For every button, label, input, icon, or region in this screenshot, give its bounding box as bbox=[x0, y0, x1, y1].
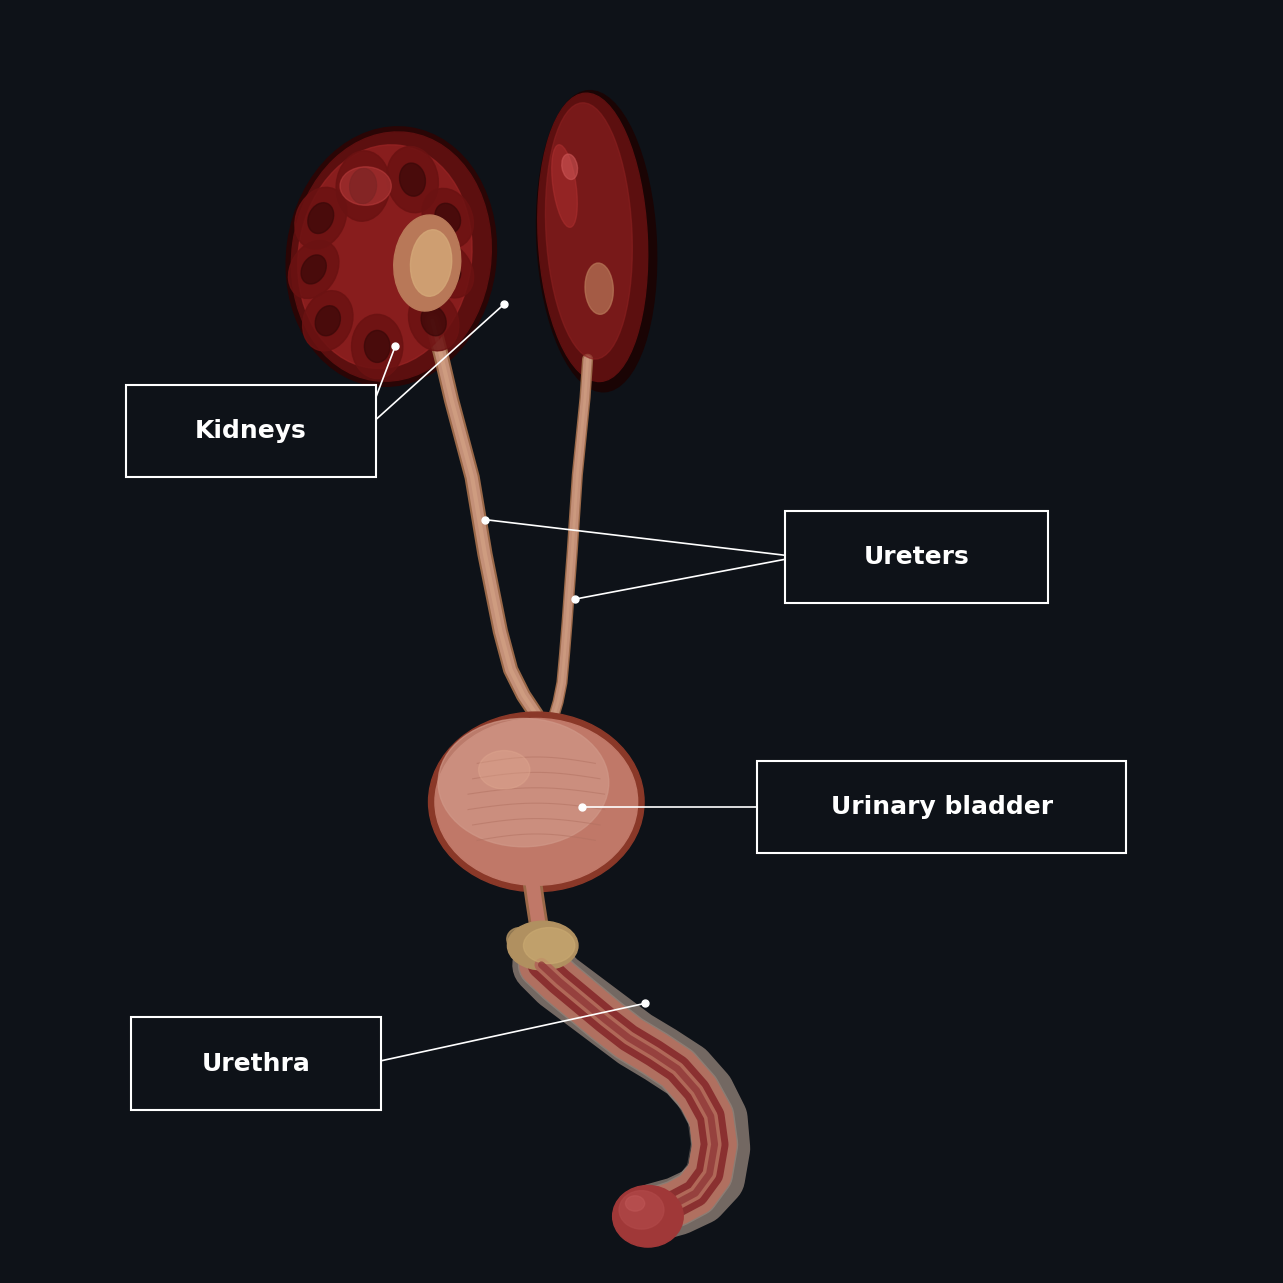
Text: Ureters: Ureters bbox=[863, 545, 970, 568]
Ellipse shape bbox=[303, 291, 353, 350]
Ellipse shape bbox=[411, 230, 452, 296]
FancyBboxPatch shape bbox=[131, 1017, 381, 1110]
Ellipse shape bbox=[435, 718, 638, 885]
Ellipse shape bbox=[316, 305, 340, 336]
Ellipse shape bbox=[538, 94, 648, 381]
Ellipse shape bbox=[626, 1196, 644, 1211]
Ellipse shape bbox=[422, 189, 473, 248]
FancyBboxPatch shape bbox=[757, 761, 1126, 853]
Text: Urethra: Urethra bbox=[201, 1052, 310, 1075]
Ellipse shape bbox=[585, 263, 613, 314]
Ellipse shape bbox=[399, 163, 426, 196]
Ellipse shape bbox=[562, 154, 577, 180]
Ellipse shape bbox=[435, 203, 461, 234]
Ellipse shape bbox=[613, 1185, 683, 1247]
Ellipse shape bbox=[536, 91, 657, 391]
Ellipse shape bbox=[421, 305, 446, 336]
Ellipse shape bbox=[298, 145, 472, 368]
Ellipse shape bbox=[295, 187, 346, 249]
Ellipse shape bbox=[336, 151, 390, 221]
Ellipse shape bbox=[291, 132, 491, 381]
Ellipse shape bbox=[429, 712, 644, 892]
Ellipse shape bbox=[438, 718, 609, 847]
Ellipse shape bbox=[302, 255, 326, 284]
Ellipse shape bbox=[289, 240, 339, 299]
Ellipse shape bbox=[507, 921, 577, 970]
Ellipse shape bbox=[552, 145, 577, 227]
Ellipse shape bbox=[523, 928, 575, 964]
Ellipse shape bbox=[386, 146, 439, 213]
FancyBboxPatch shape bbox=[126, 385, 376, 477]
Ellipse shape bbox=[364, 330, 390, 362]
Ellipse shape bbox=[349, 168, 377, 204]
Ellipse shape bbox=[340, 167, 391, 205]
Ellipse shape bbox=[545, 103, 633, 359]
Ellipse shape bbox=[286, 127, 497, 386]
Text: Kidneys: Kidneys bbox=[195, 420, 307, 443]
Ellipse shape bbox=[408, 291, 459, 350]
Ellipse shape bbox=[620, 1191, 665, 1229]
Ellipse shape bbox=[352, 314, 403, 378]
Ellipse shape bbox=[422, 241, 473, 298]
Ellipse shape bbox=[435, 255, 461, 284]
Ellipse shape bbox=[308, 203, 334, 234]
Ellipse shape bbox=[479, 751, 530, 789]
Ellipse shape bbox=[394, 216, 461, 310]
Ellipse shape bbox=[507, 928, 532, 951]
Text: Urinary bladder: Urinary bladder bbox=[830, 795, 1053, 819]
FancyBboxPatch shape bbox=[785, 511, 1048, 603]
